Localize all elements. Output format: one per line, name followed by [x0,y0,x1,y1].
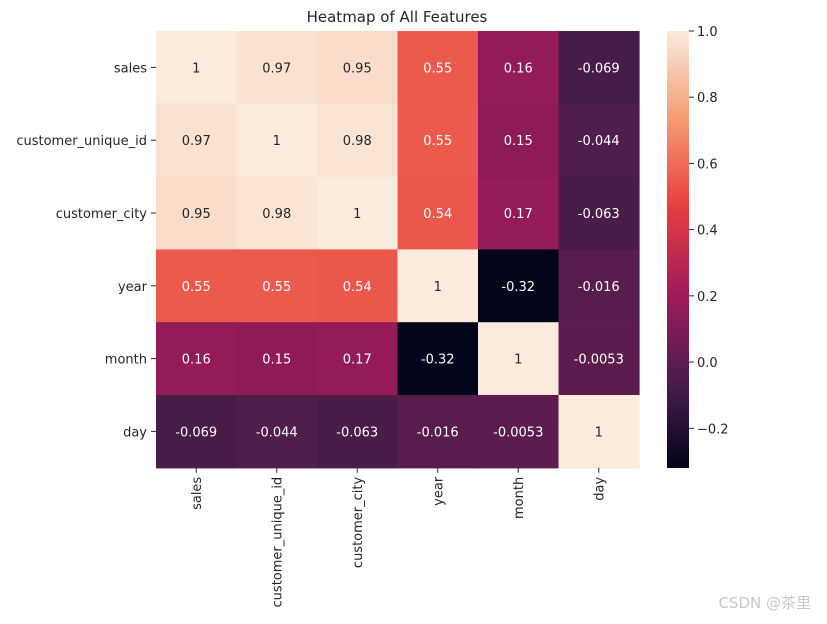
colorbar-tick-label-0: 1.0 [697,25,718,40]
cell-value-label-2-3: 0.54 [423,207,452,222]
heatmap-cell-1-1 [236,103,318,178]
watermark: CSDN @茶里 [718,594,811,612]
heatmap-cell-0-1 [236,31,318,105]
cell-value-label-1-1: 1 [273,134,281,149]
chart-title: Heatmap of All Features [307,8,488,26]
heatmap-cell-4-1 [236,322,318,396]
heatmap-cell-0-3 [397,31,479,105]
heatmap-cell-2-4 [478,176,560,250]
y-tick-label-2: customer_city [56,207,148,222]
heatmap-cell-3-3 [397,249,479,323]
cell-value-label-1-4: 0.15 [504,134,533,149]
cell-value-label-5-2: -0.063 [336,425,378,440]
cell-value-label-4-1: 0.15 [262,353,291,368]
heatmap-cell-2-3 [397,176,479,250]
cell-value-label-1-5: -0.044 [578,134,620,149]
heatmap-cell-2-1 [236,176,318,250]
cell-value-label-4-5: -0.0053 [574,353,624,368]
cell-value-label-5-1: -0.044 [256,425,298,440]
cell-value-label-5-4: -0.0053 [493,425,543,440]
y-axis-labels: sales customer_unique_id customer_cityyear… [16,61,156,440]
heatmap-cell-2-0 [156,176,238,250]
cell-value-label-3-2: 0.54 [343,280,372,295]
cell-value-label-0-2: 0.95 [343,61,372,76]
cell-value-label-0-5: -0.069 [578,61,620,76]
y-tick-label-1: customer_unique_id [16,134,147,149]
heatmap-cell-1-0 [156,103,238,178]
heatmap-cell-1-4 [478,103,560,178]
x-tick-label-4: month [512,477,527,519]
cell-value-label-3-0: 0.55 [182,280,211,295]
heatmap-cell-3-0 [156,249,238,323]
heatmap-cell-0-2 [317,31,399,105]
y-tick-label-0: sales [114,61,147,76]
cell-value-label-4-4: 1 [514,353,522,368]
cell-value-label-5-3: -0.016 [417,425,459,440]
cell-value-label-1-0: 0.97 [182,134,211,149]
colorbar-tick-label-5: 0.0 [697,356,718,371]
cell-value-label-2-2: 1 [353,207,361,222]
heatmap-cell-5-4 [478,395,560,469]
cell-value-label-5-5: 1 [595,425,603,440]
heatmap-cell-0-4 [478,31,560,105]
heatmap-cell-5-2 [317,395,399,469]
colorbar-tick-label-3: 0.4 [697,224,718,239]
colorbar-tick-label-6: −0.2 [697,422,729,437]
heatmap-cell-4-5 [558,322,640,396]
x-tick-label-1: customer_unique_id [271,477,286,608]
cell-value-label-1-3: 0.55 [423,134,452,149]
cell-value-label-1-2: 0.98 [343,134,372,149]
heatmap-cell-3-2 [317,249,399,323]
heatmap-cell-5-3 [397,395,479,469]
x-axis-labels: sales customer_unique_id customer_city year… [190,467,608,608]
heatmap-cell-5-0 [156,395,238,469]
colorbar-tick-label-2: 0.6 [697,157,718,172]
heatmap-cell-4-0 [156,322,238,396]
heatmap-cell-1-3 [397,103,479,178]
cell-value-label-0-0: 1 [192,61,200,76]
heatmap-cell-0-5 [558,31,640,105]
x-tick-label-0: sales [190,477,205,510]
y-tick-label-4: month [105,353,147,368]
heatmap-cell-3-1 [236,249,318,323]
heatmap-cell-4-2 [317,322,399,396]
cell-value-label-4-3: -0.32 [421,353,455,368]
y-tick-label-5: day [123,425,147,440]
cell-value-label-0-3: 0.55 [423,61,452,76]
heatmap-cell-4-3 [397,322,479,396]
cell-value-label-2-0: 0.95 [182,207,211,222]
colorbar-tick-label-1: 0.8 [697,91,718,106]
cell-value-label-2-4: 0.17 [504,207,533,222]
cell-value-label-2-5: -0.063 [578,207,620,222]
cell-value-label-0-4: 0.16 [504,61,533,76]
heatmap-cells: 1 0.97 0.95 0.55 0.16 -0.069 0.97 1 0.98 0.55 0.15… [156,31,640,469]
heatmap-cell-1-5 [558,103,640,178]
cell-value-label-3-4: -0.32 [501,280,535,295]
cell-value-label-4-0: 0.16 [182,353,211,368]
x-tick-label-2: customer_city [351,477,366,569]
cell-value-label-3-1: 0.55 [262,280,291,295]
heatmap-cell-0-0 [156,31,238,105]
heatmap-cell-2-5 [558,176,640,250]
heatmap-cell-5-5 [558,395,640,469]
cell-value-label-3-3: 1 [434,280,442,295]
heatmap-cell-2-2 [317,176,399,250]
colorbar-tick-label-4: 0.2 [697,290,718,305]
y-tick-label-3: year [118,280,148,295]
heatmap-cell-1-2 [317,103,399,178]
heatmap-cell-4-4 [478,322,560,396]
heatmap-cell-5-1 [236,395,318,469]
x-tick-label-5: day [593,477,608,501]
cell-value-label-4-2: 0.17 [343,353,372,368]
x-tick-label-3: year [432,476,447,506]
cell-value-label-2-1: 0.98 [262,207,291,222]
colorbar [667,31,689,468]
cell-value-label-3-5: -0.016 [578,280,620,295]
heatmap-cell-3-5 [558,249,640,323]
heatmap-cell-3-4 [478,249,560,323]
cell-value-label-5-0: -0.069 [175,425,217,440]
colorbar-ticks: 1.0 0.8 0.6 0.4 0.2 0.0 −0.2 [689,25,729,437]
cell-value-label-0-1: 0.97 [262,61,291,76]
